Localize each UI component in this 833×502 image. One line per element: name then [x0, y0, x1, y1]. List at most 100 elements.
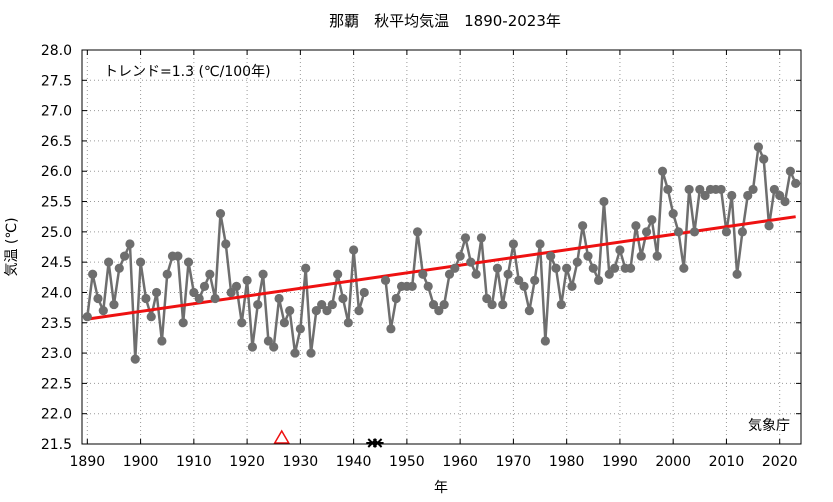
data-point	[588, 263, 598, 273]
data-point	[530, 275, 540, 285]
data-point	[540, 336, 550, 346]
data-point	[247, 342, 258, 352]
data-point	[178, 318, 188, 328]
y-tick-label: 23.0	[41, 346, 72, 362]
data-point	[311, 306, 321, 316]
data-point	[466, 257, 476, 267]
data-point	[269, 342, 279, 352]
data-point	[689, 227, 700, 237]
y-tick-label: 27.0	[41, 104, 72, 120]
data-point	[263, 336, 274, 346]
data-point	[231, 281, 242, 291]
data-point	[572, 257, 582, 267]
data-point	[503, 269, 513, 279]
y-tick-label: 24.0	[41, 285, 72, 301]
data-point	[487, 299, 497, 310]
data-point	[663, 184, 673, 195]
data-point	[386, 324, 396, 334]
data-point	[652, 251, 662, 261]
data-point	[562, 263, 572, 273]
data-point	[732, 269, 742, 279]
data-point	[327, 299, 337, 310]
data-point	[636, 251, 646, 261]
data-point	[439, 299, 449, 310]
data-point	[338, 293, 348, 304]
data-point	[721, 227, 732, 237]
axis-ticks: 21.5 22.0 22.5 23.0 23.5 24.0 24.5 25.0 25.5 26.0…	[41, 43, 801, 470]
data-point	[434, 306, 444, 316]
x-tick-label: 1910	[176, 454, 212, 470]
data-point	[173, 251, 183, 261]
data-point	[727, 190, 737, 201]
data-point	[258, 269, 268, 279]
data-point	[594, 275, 604, 285]
data-point	[391, 293, 401, 304]
y-tick-label: 26.0	[41, 164, 72, 180]
y-tick-label: 25.0	[41, 225, 72, 241]
data-point	[412, 227, 423, 237]
x-tick-label: 2000	[655, 454, 691, 470]
x-tick-label: 1900	[123, 454, 159, 470]
data-point	[524, 306, 534, 316]
data-point	[285, 306, 295, 316]
data-point	[183, 257, 194, 267]
data-point	[748, 184, 758, 195]
x-tick-label: 1970	[496, 454, 532, 470]
data-point	[317, 299, 327, 310]
data-point	[146, 312, 156, 322]
data-point	[700, 190, 710, 201]
y-tick-label: 27.5	[41, 73, 72, 89]
data-point	[737, 227, 748, 237]
data-point	[354, 306, 364, 316]
data-point	[428, 299, 439, 310]
data-point	[114, 263, 124, 273]
series-layer	[82, 142, 801, 364]
station-markers	[273, 429, 384, 448]
data-point	[274, 293, 284, 304]
data-point	[716, 184, 726, 195]
x-tick-label: 1980	[549, 454, 585, 470]
data-point	[93, 293, 103, 304]
source-label: 気象庁	[748, 418, 790, 434]
data-point	[578, 221, 588, 231]
x-tick-label: 1890	[70, 454, 106, 470]
data-point	[109, 299, 119, 310]
data-point	[519, 281, 529, 291]
data-point	[673, 227, 684, 237]
trend-annotation: トレンド=1.3 (℃/100年)	[104, 64, 271, 80]
x-tick-label: 1930	[283, 454, 319, 470]
data-point	[556, 299, 566, 310]
data-point	[684, 184, 694, 195]
series-line	[384, 142, 797, 342]
data-point	[210, 293, 220, 304]
y-tick-label: 23.5	[41, 316, 72, 332]
data-point	[333, 269, 343, 279]
data-point	[695, 184, 705, 195]
y-tick-label: 21.5	[41, 437, 72, 453]
data-point	[455, 251, 465, 261]
data-point	[775, 190, 785, 201]
data-point	[535, 239, 545, 249]
data-point	[476, 233, 487, 243]
data-point	[615, 245, 625, 255]
data-point	[237, 318, 247, 328]
data-point	[444, 269, 455, 279]
data-point	[657, 166, 668, 176]
data-point	[301, 263, 311, 273]
x-tick-label: 1950	[389, 454, 425, 470]
chart-title: 那覇 秋平均気温 1890-2023年	[329, 12, 561, 30]
data-point	[98, 306, 108, 316]
data-point	[498, 299, 508, 310]
data-point	[349, 245, 359, 255]
y-tick-label: 25.5	[41, 195, 72, 211]
data-point	[631, 221, 641, 231]
x-tick-label: 1990	[602, 454, 638, 470]
data-point	[508, 239, 518, 249]
data-point	[423, 281, 433, 291]
relocation-marker	[273, 429, 291, 444]
y-tick-label: 24.5	[41, 255, 72, 271]
data-point	[482, 293, 492, 304]
data-point	[759, 154, 769, 164]
data-point	[785, 166, 795, 176]
